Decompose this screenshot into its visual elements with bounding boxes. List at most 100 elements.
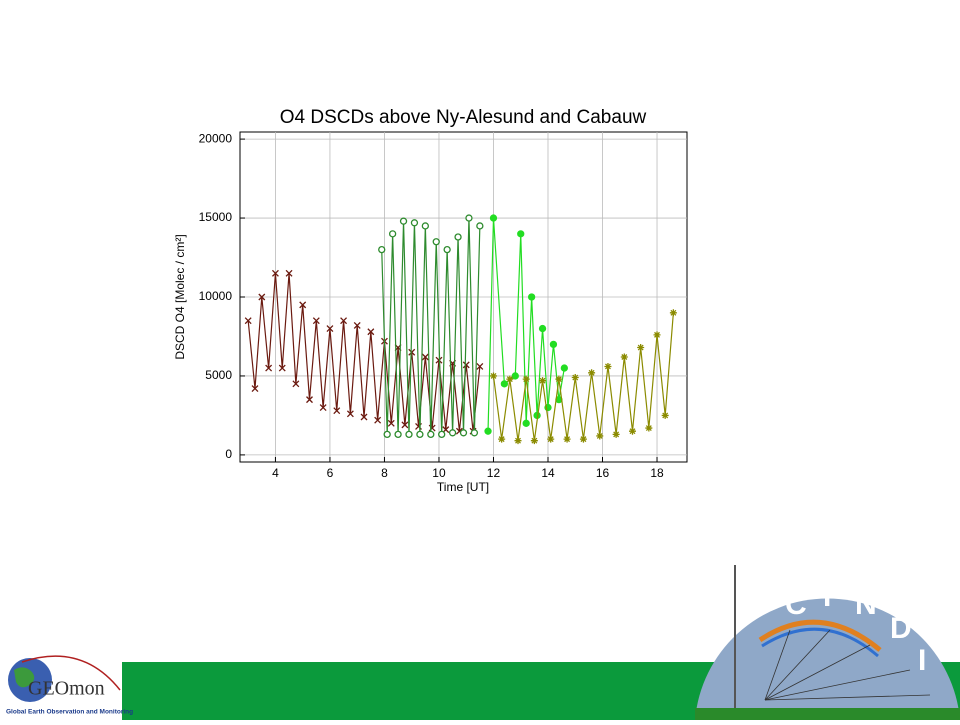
point bbox=[435, 356, 443, 364]
point bbox=[421, 222, 429, 230]
globe-land bbox=[14, 667, 35, 688]
point bbox=[538, 324, 547, 333]
point bbox=[374, 416, 382, 424]
y-tick-label: 20000 bbox=[199, 131, 233, 145]
x-tick-label: 14 bbox=[541, 466, 555, 480]
point bbox=[571, 374, 579, 382]
point bbox=[378, 245, 386, 254]
point bbox=[645, 424, 653, 432]
point bbox=[326, 325, 334, 333]
point bbox=[498, 435, 506, 443]
chart: O4 DSCDs above Ny-Alesund and Cabauw Tim… bbox=[173, 107, 688, 494]
point bbox=[319, 404, 327, 411]
point bbox=[421, 353, 429, 361]
x-tick-label: 4 bbox=[272, 466, 279, 480]
point bbox=[604, 362, 612, 370]
point bbox=[579, 435, 587, 443]
point bbox=[251, 385, 259, 393]
point bbox=[522, 375, 530, 383]
point bbox=[669, 309, 677, 317]
point bbox=[511, 372, 519, 380]
y-tick-label: 15000 bbox=[199, 210, 233, 224]
x-tick-label: 18 bbox=[650, 466, 664, 480]
rays bbox=[764, 629, 931, 701]
y-tick-label: 0 bbox=[225, 447, 232, 461]
point bbox=[383, 430, 391, 439]
cindi-letter: C bbox=[785, 588, 807, 621]
point bbox=[547, 435, 555, 443]
point bbox=[299, 301, 307, 309]
x-axis-label: Time [UT] bbox=[437, 480, 489, 494]
point bbox=[549, 340, 558, 349]
point bbox=[408, 348, 416, 356]
point bbox=[517, 230, 525, 238]
point bbox=[506, 375, 514, 383]
point bbox=[459, 429, 468, 437]
point bbox=[312, 317, 320, 325]
point bbox=[306, 396, 313, 404]
rainbow bbox=[761, 627, 879, 658]
ground bbox=[695, 708, 960, 720]
point bbox=[367, 328, 375, 336]
point bbox=[462, 361, 470, 369]
point bbox=[346, 410, 354, 418]
point bbox=[555, 375, 563, 383]
point bbox=[340, 317, 348, 325]
logo-name: GEOmon bbox=[28, 678, 105, 700]
y-axis-label: DSCD O4 [Molec / cm²] bbox=[173, 234, 187, 359]
point bbox=[588, 369, 596, 377]
y-tick-label: 10000 bbox=[199, 289, 233, 303]
rainbow bbox=[758, 619, 882, 652]
point bbox=[465, 214, 473, 222]
x-tick-label: 6 bbox=[327, 466, 334, 480]
cindi-letter: D bbox=[890, 612, 912, 645]
point bbox=[539, 377, 547, 385]
x-tick-label: 12 bbox=[487, 466, 501, 480]
point bbox=[470, 429, 479, 437]
point bbox=[484, 427, 492, 435]
point bbox=[432, 238, 440, 246]
point bbox=[387, 419, 395, 427]
point bbox=[628, 427, 636, 435]
point bbox=[476, 363, 484, 370]
point bbox=[620, 353, 628, 361]
x-tick-label: 8 bbox=[381, 466, 388, 480]
point bbox=[596, 432, 604, 440]
point bbox=[244, 317, 252, 325]
cindi-letter: I bbox=[918, 644, 926, 677]
point bbox=[489, 214, 498, 222]
point bbox=[560, 364, 568, 372]
point bbox=[489, 372, 497, 380]
point bbox=[416, 430, 424, 439]
point bbox=[522, 419, 530, 427]
point bbox=[360, 413, 368, 421]
x-tick-label: 10 bbox=[432, 466, 446, 480]
point bbox=[612, 430, 620, 438]
point bbox=[278, 364, 286, 372]
point bbox=[401, 421, 409, 429]
point bbox=[271, 269, 279, 277]
point bbox=[476, 222, 484, 230]
point bbox=[443, 245, 451, 254]
x-tick-label: 16 bbox=[596, 466, 610, 480]
point bbox=[637, 344, 645, 352]
point bbox=[514, 437, 522, 445]
y-tick-label: 5000 bbox=[205, 368, 232, 382]
geomon-logo: GEOmon Global Earth Observation and Moni… bbox=[6, 655, 133, 716]
point bbox=[530, 437, 538, 445]
point bbox=[265, 364, 273, 372]
dome bbox=[695, 598, 960, 720]
chart-title: O4 DSCDs above Ny-Alesund and Cabauw bbox=[280, 107, 647, 128]
point bbox=[394, 430, 402, 439]
point bbox=[653, 331, 661, 339]
cindi-logo: C I N D I bbox=[695, 565, 960, 720]
point bbox=[563, 435, 571, 443]
point bbox=[388, 230, 397, 238]
point bbox=[427, 430, 435, 439]
cindi-letter: N bbox=[855, 588, 877, 621]
point bbox=[661, 411, 669, 419]
point bbox=[454, 233, 462, 241]
point bbox=[399, 217, 408, 225]
point bbox=[333, 407, 341, 415]
